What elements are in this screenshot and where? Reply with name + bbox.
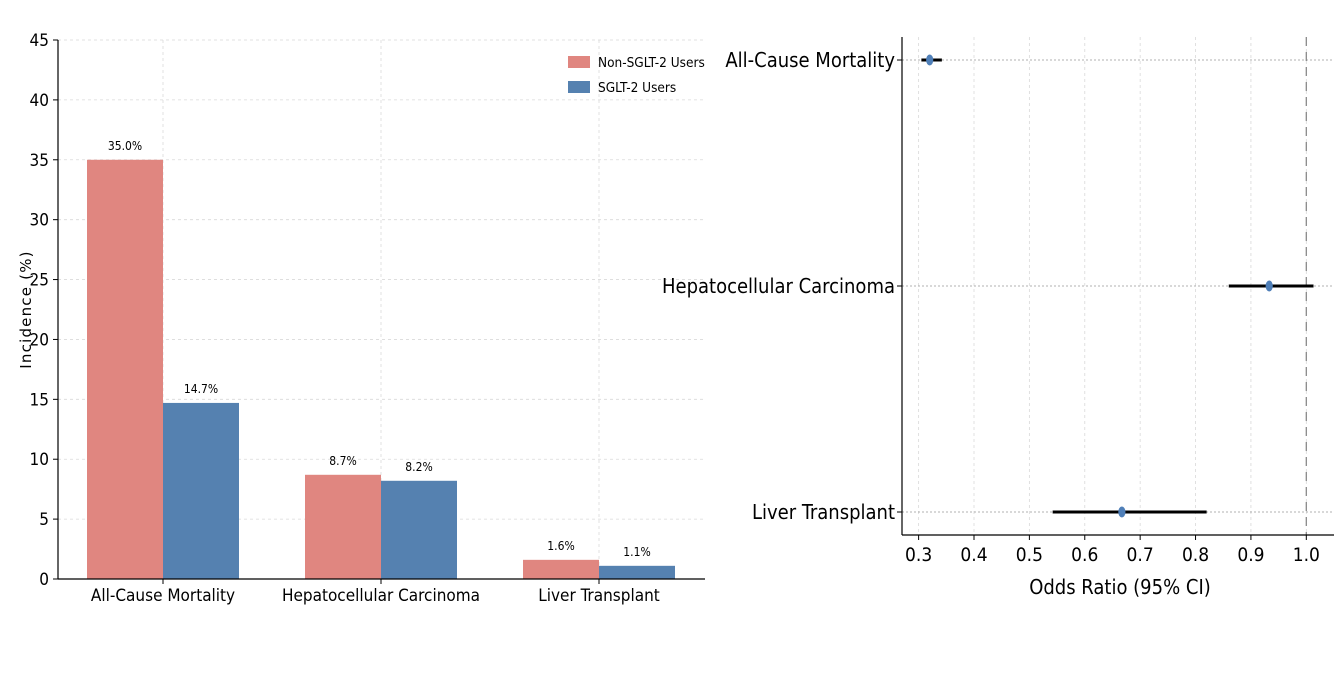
bar xyxy=(305,474,381,579)
x-tick-label: 0.3 xyxy=(905,544,932,566)
y-tick-label: 10 xyxy=(30,450,49,470)
x-tick-label: 1.0 xyxy=(1293,544,1320,566)
y-tick-label: 30 xyxy=(30,211,49,231)
y-tick-label: 5 xyxy=(39,510,49,530)
x-category-label: All-Cause Mortality xyxy=(91,586,235,606)
bar-chart-panel: 35.0% 8.7% 1.6% 14.7% 8.2% 1.1% 0 5 10 15 20 25 30 35… xyxy=(17,31,705,606)
odds-ratio-point xyxy=(1265,280,1273,292)
forest-plot-panel: All-Cause Mortality Hepatocellular Carcin… xyxy=(662,37,1334,599)
y-category-label: Hepatocellular Carcinoma xyxy=(662,274,895,298)
bar xyxy=(87,159,163,579)
bar xyxy=(163,402,239,579)
x-category-label: Hepatocellular Carcinoma xyxy=(282,586,480,606)
data-label: 8.2% xyxy=(405,460,432,474)
legend-label: SGLT-2 Users xyxy=(598,80,676,96)
x-tick-label: 0.4 xyxy=(960,544,987,566)
legend-swatch xyxy=(568,81,590,93)
y-category-label: Liver Transplant xyxy=(752,500,895,524)
bar xyxy=(381,480,457,579)
legend-label: Non-SGLT-2 Users xyxy=(598,55,705,71)
data-label: 1.1% xyxy=(623,545,650,559)
y-axis-title: Incidence (%) xyxy=(17,250,35,368)
y-tick-label: 25 xyxy=(30,271,49,291)
x-tick-label: 0.8 xyxy=(1182,544,1209,566)
bar xyxy=(599,565,675,579)
y-tick-label: 45 xyxy=(30,31,49,51)
x-axis-title: Odds Ratio (95% CI) xyxy=(1029,575,1211,599)
data-label: 14.7% xyxy=(184,382,218,396)
y-tick-label: 0 xyxy=(39,570,49,590)
y-category-label: All-Cause Mortality xyxy=(725,48,895,72)
x-tick-label: 0.9 xyxy=(1237,544,1264,566)
y-tick-label: 15 xyxy=(30,390,49,410)
y-tick-label: 35 xyxy=(30,151,49,171)
legend-swatch xyxy=(568,56,590,68)
x-tick-label: 0.5 xyxy=(1016,544,1043,566)
x-tick-label: 0.6 xyxy=(1071,544,1098,566)
data-label: 35.0% xyxy=(108,139,142,153)
odds-ratio-point xyxy=(1118,506,1126,518)
x-category-label: Liver Transplant xyxy=(538,586,660,606)
y-tick-label: 40 xyxy=(30,91,49,111)
odds-ratio-point xyxy=(926,54,934,66)
data-label: 1.6% xyxy=(547,539,574,553)
data-label: 8.7% xyxy=(329,454,356,468)
bar xyxy=(523,559,599,579)
x-tick-label: 0.7 xyxy=(1127,544,1154,566)
y-tick-label: 20 xyxy=(30,330,49,350)
